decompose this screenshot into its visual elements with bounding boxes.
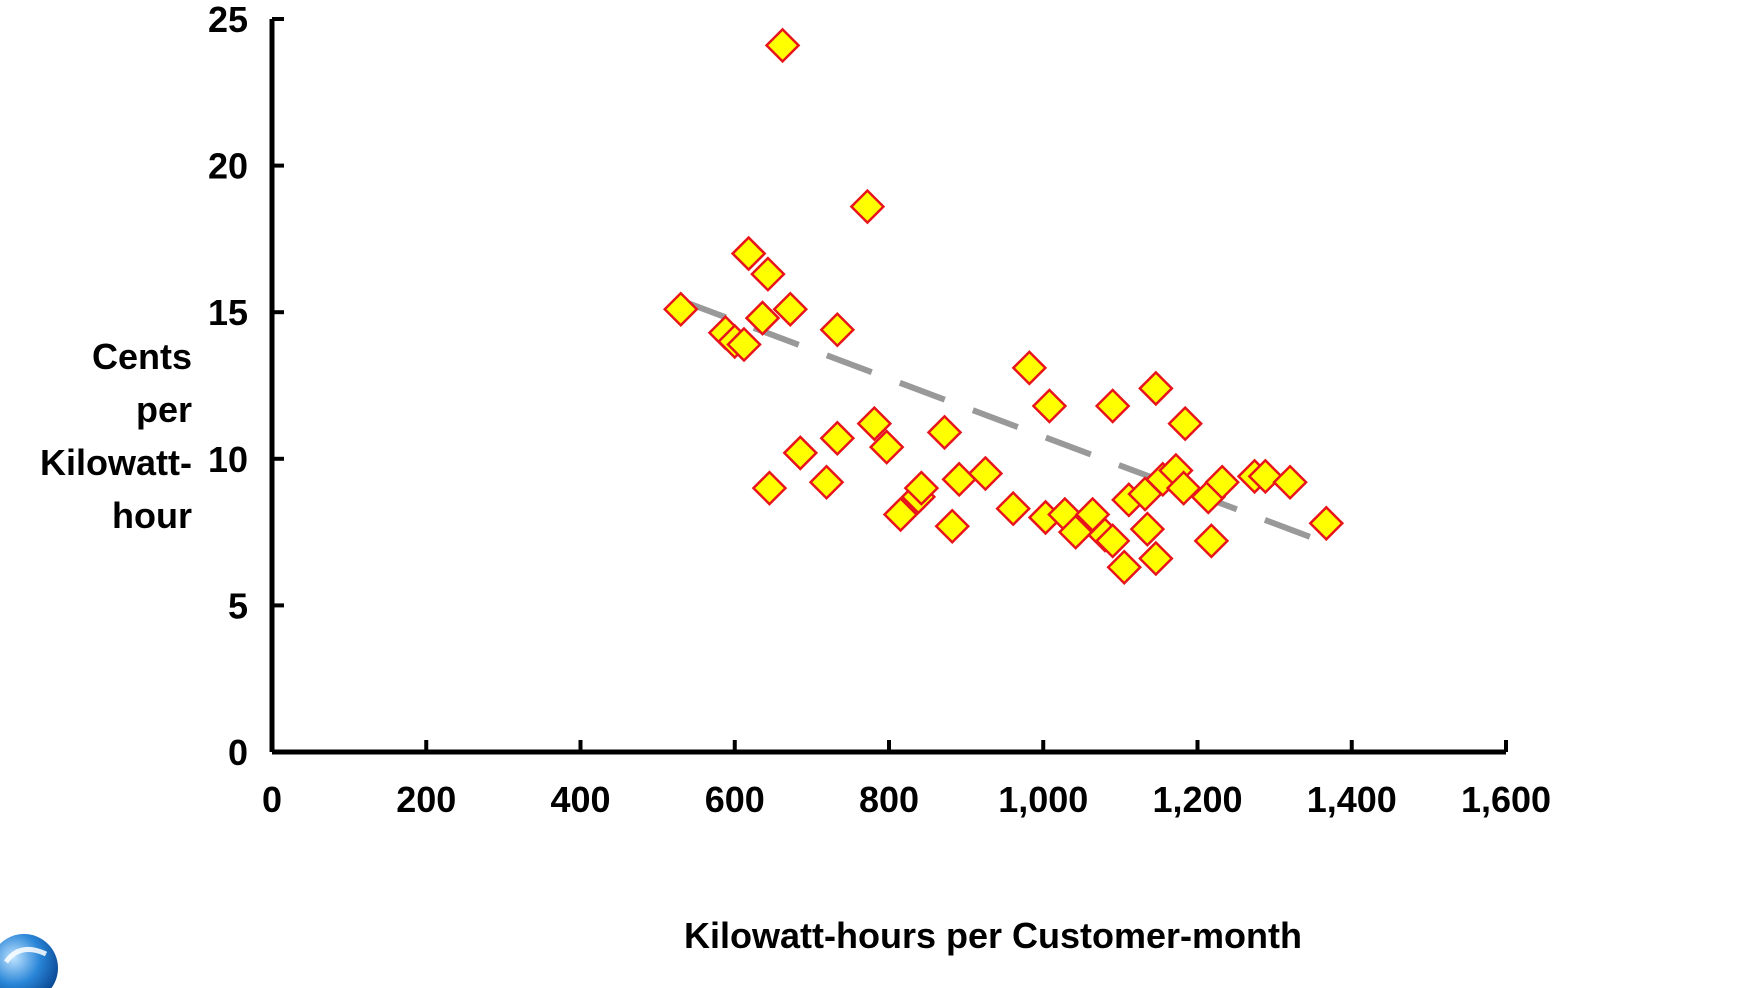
data-point xyxy=(1272,464,1308,501)
data-point xyxy=(819,312,856,348)
globe-logo-icon xyxy=(0,928,60,988)
data-point xyxy=(941,461,977,498)
x-tick-label: 800 xyxy=(859,779,919,820)
x-tick-label: 600 xyxy=(705,779,765,820)
y-axis-title-line: hour xyxy=(112,495,192,536)
data-point xyxy=(750,256,786,292)
data-point xyxy=(726,326,762,363)
data-point xyxy=(1167,405,1203,442)
data-point xyxy=(1094,523,1131,559)
data-point xyxy=(744,300,781,336)
y-axis-title-line: Kilowatt- xyxy=(40,442,192,483)
x-tick-label: 1,600 xyxy=(1461,779,1551,820)
data-point xyxy=(1204,464,1240,501)
x-tick-label: 0 xyxy=(262,779,282,820)
data-point xyxy=(1106,549,1142,586)
y-axis-title: Cents per Kilowatt- hour xyxy=(0,330,192,542)
data-point xyxy=(903,470,940,506)
data-point xyxy=(1308,505,1345,542)
y-tick-label: 0 xyxy=(228,732,248,773)
data-point xyxy=(868,429,905,465)
data-point xyxy=(730,235,767,272)
y-tick-label: 15 xyxy=(208,292,248,333)
trendline xyxy=(679,297,1330,547)
data-point xyxy=(1031,388,1068,424)
data-point xyxy=(1193,523,1230,559)
x-tick-label: 1,400 xyxy=(1307,779,1397,820)
data-point xyxy=(1129,511,1166,547)
data-point xyxy=(1057,514,1094,550)
tick-labels: 0 200 400 600 800 1,000 1,200 1,400 1,600 0 5 10 15 2… xyxy=(208,0,1551,820)
data-point xyxy=(819,420,856,457)
data-point xyxy=(808,464,845,501)
x-tick-label: 1,200 xyxy=(1152,779,1242,820)
data-point xyxy=(882,496,919,533)
y-tick-label: 20 xyxy=(208,146,248,187)
data-point xyxy=(1094,388,1131,424)
data-point xyxy=(782,435,819,471)
data-point xyxy=(1138,370,1174,407)
data-point xyxy=(849,188,886,225)
data-point xyxy=(995,490,1031,527)
data-point xyxy=(967,455,1004,492)
y-tick-label: 5 xyxy=(228,585,248,626)
x-axis-title: Kilowatt-hours per Customer-month xyxy=(684,915,1302,956)
trendline-segment xyxy=(679,297,1330,547)
data-point xyxy=(1011,350,1048,386)
data-point xyxy=(772,291,809,328)
data-point xyxy=(926,414,963,451)
x-tick-label: 1,000 xyxy=(998,779,1088,820)
data-point xyxy=(1165,470,1202,506)
axes xyxy=(269,17,1508,755)
data-point xyxy=(856,405,893,442)
data-point xyxy=(764,27,801,64)
y-tick-label: 25 xyxy=(208,0,248,40)
data-point xyxy=(751,470,788,506)
data-point xyxy=(1138,540,1174,577)
x-tick-label: 200 xyxy=(396,779,456,820)
x-tick-label: 400 xyxy=(550,779,610,820)
data-points xyxy=(662,27,1345,586)
data-point xyxy=(934,508,971,545)
data-point xyxy=(662,291,699,328)
data-point xyxy=(1247,458,1284,495)
y-tick-label: 10 xyxy=(208,439,248,480)
y-axis-title-line: per xyxy=(135,389,192,430)
y-axis-title-line: Cents xyxy=(91,336,192,377)
